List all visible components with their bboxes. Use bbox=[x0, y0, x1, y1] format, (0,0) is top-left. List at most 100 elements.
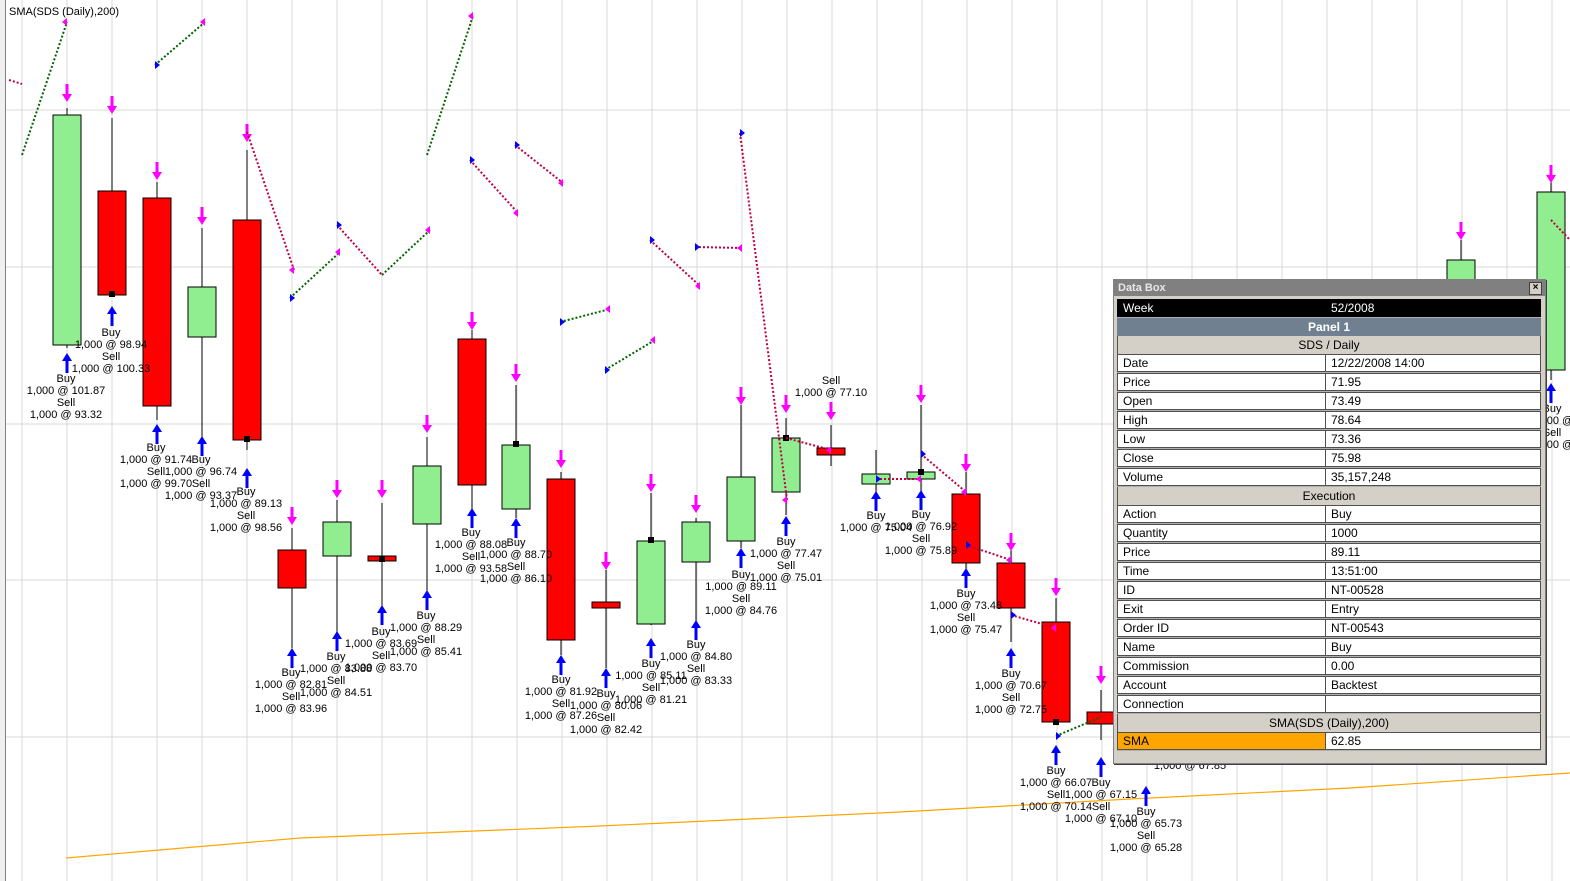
execution-field-value: NT-00528 bbox=[1325, 581, 1541, 599]
entry-triangle-icon bbox=[650, 236, 655, 244]
exit-triangle-icon bbox=[1051, 624, 1056, 632]
bar-field-label: Close bbox=[1117, 449, 1325, 467]
bar-row: Close 75.98 bbox=[1117, 449, 1541, 468]
trade-label: Sell bbox=[552, 698, 570, 710]
data-box-window[interactable]: Data Box × Week 52/2008 Panel 1 SDS / Da… bbox=[1113, 279, 1546, 764]
candle-body bbox=[501, 444, 531, 510]
trade-label: Buy bbox=[147, 442, 166, 454]
trade-label: Sell bbox=[1002, 692, 1020, 704]
entry-triangle-icon bbox=[921, 450, 926, 458]
trade-label: 1,000 @ 80.06 bbox=[570, 700, 642, 712]
close-button[interactable]: × bbox=[1529, 282, 1542, 295]
trade-label: 1,000 @ 83.69 bbox=[345, 638, 417, 650]
execution-row: Price 89.11 bbox=[1117, 543, 1541, 562]
trade-label: Sell bbox=[462, 551, 480, 563]
entry-triangle-icon bbox=[470, 156, 475, 164]
sell-arrow-icon bbox=[556, 460, 566, 468]
trade-label: Sell bbox=[1137, 830, 1155, 842]
exit-triangle-icon bbox=[916, 475, 921, 483]
execution-row: Commission 0.00 bbox=[1117, 657, 1541, 676]
execution-field-value: 89.11 bbox=[1325, 543, 1541, 561]
execution-row: Name Buy bbox=[1117, 638, 1541, 657]
sell-arrow-icon bbox=[1546, 175, 1556, 183]
bar-field-label: Open bbox=[1117, 392, 1325, 410]
bar-row: Low 73.36 bbox=[1117, 430, 1541, 449]
execution-field-label: Commission bbox=[1117, 657, 1325, 675]
exit-triangle-icon bbox=[335, 248, 340, 256]
entry-triangle-icon bbox=[515, 141, 520, 149]
sell-arrow-icon bbox=[691, 505, 701, 513]
trade-label: 1,000 @ 88.08 bbox=[435, 539, 507, 551]
execution-field-label: Order ID bbox=[1117, 619, 1325, 637]
execution-field-value: Entry bbox=[1325, 600, 1541, 618]
exit-triangle-icon bbox=[1006, 556, 1011, 564]
sma-value: 62.85 bbox=[1325, 732, 1541, 750]
winning-trade-line bbox=[154, 21, 206, 66]
bar-field-value: 35,157,248 bbox=[1325, 468, 1541, 486]
exit-triangle-icon bbox=[605, 305, 610, 313]
execution-row: Connection bbox=[1117, 695, 1541, 714]
trade-label: Sell bbox=[372, 650, 390, 662]
trade-label: 1,000 @ 81.92 bbox=[525, 686, 597, 698]
execution-field-value bbox=[1325, 695, 1541, 713]
trade-label: 1,000 @ 101.87 bbox=[27, 385, 105, 397]
sma-label: SMA bbox=[1117, 732, 1325, 750]
sell-arrow-icon bbox=[152, 172, 162, 180]
execution-marker bbox=[244, 436, 250, 442]
candle-body bbox=[726, 476, 756, 542]
trade-label: 1,000 @ 77.47 bbox=[750, 548, 822, 560]
bar-field-value: 75.98 bbox=[1325, 449, 1541, 467]
execution-field-label: Connection bbox=[1117, 695, 1325, 713]
bar-field-label: Date bbox=[1117, 354, 1325, 372]
entry-triangle-icon bbox=[155, 61, 160, 69]
data-box-titlebar[interactable]: Data Box × bbox=[1114, 280, 1545, 296]
entry-triangle-icon bbox=[1056, 732, 1061, 740]
trade-label: Buy bbox=[237, 486, 256, 498]
trade-label: Sell bbox=[732, 593, 750, 605]
trade-label: 1,000 @ 88.70 bbox=[480, 549, 552, 561]
winning-trade-line bbox=[604, 339, 656, 371]
trade-label: 1,000 @ 83.33 bbox=[660, 675, 732, 687]
exit-triangle-icon bbox=[782, 496, 787, 504]
trade-label: 1,000 @ 88.29 bbox=[390, 622, 462, 634]
trade-label: Buy bbox=[57, 373, 76, 385]
trade-label: 1,000 @ 87.26 bbox=[525, 710, 597, 722]
execution-field-value: Backtest bbox=[1325, 676, 1541, 694]
trade-label: 1,000 @ 77.10 bbox=[795, 387, 867, 399]
entry-triangle-icon bbox=[966, 541, 971, 549]
trade-label: Sell bbox=[687, 663, 705, 675]
exit-triangle-icon bbox=[468, 12, 473, 20]
buy-arrow-icon bbox=[1051, 745, 1061, 753]
execution-field-label: Price bbox=[1117, 543, 1325, 561]
bar-row: Open 73.49 bbox=[1117, 392, 1541, 411]
candle-body bbox=[996, 562, 1026, 609]
buy-arrow-icon bbox=[377, 605, 387, 613]
execution-row: Time 13:51:00 bbox=[1117, 562, 1541, 581]
execution-field-label: Action bbox=[1117, 505, 1325, 523]
entry-triangle-icon bbox=[290, 294, 295, 302]
trade-label: Buy bbox=[372, 626, 391, 638]
winning-trade-line bbox=[426, 15, 474, 156]
execution-field-label: ID bbox=[1117, 581, 1325, 599]
trade-label: Sell bbox=[282, 691, 300, 703]
bar-field-label: Volume bbox=[1117, 468, 1325, 486]
trade-label: Buy bbox=[642, 658, 661, 670]
trade-label: Sell bbox=[507, 561, 525, 573]
exit-triangle-icon bbox=[650, 336, 655, 344]
winning-trade-line bbox=[289, 251, 341, 299]
sma-row: SMA 62.85 bbox=[1117, 732, 1541, 751]
buy-arrow-icon bbox=[871, 491, 881, 499]
execution-marker bbox=[648, 537, 654, 543]
buy-arrow-icon bbox=[646, 638, 656, 646]
candle-body bbox=[52, 114, 82, 346]
trade-label: Buy bbox=[732, 569, 751, 581]
sell-arrow-icon bbox=[736, 397, 746, 405]
week-label: Week bbox=[1117, 299, 1325, 317]
trade-label: 1,000 @ 98.94 bbox=[75, 339, 147, 351]
trade-label: 1,000 @ 84.76 bbox=[705, 605, 777, 617]
candle-body bbox=[771, 437, 801, 493]
trade-label: Buy bbox=[282, 667, 301, 679]
candle-body bbox=[681, 521, 711, 563]
